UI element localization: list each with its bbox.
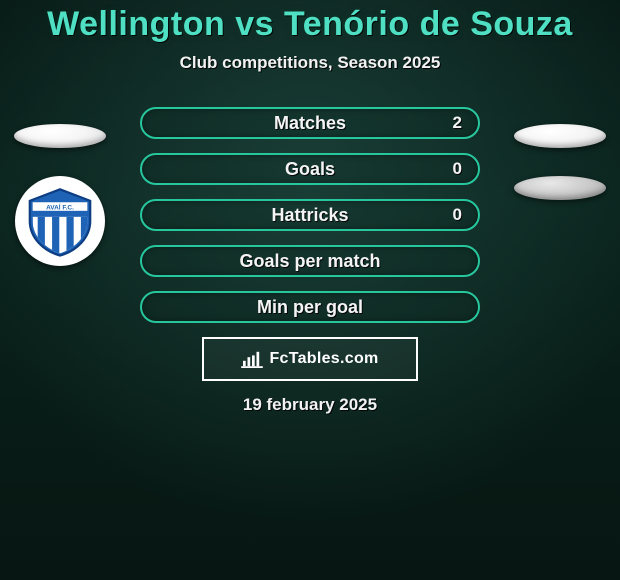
- stat-label: Min per goal: [208, 297, 412, 318]
- stat-label: Goals per match: [208, 251, 412, 272]
- stat-row: Hattricks 0: [140, 199, 480, 231]
- stat-row: Min per goal: [140, 291, 480, 323]
- watermark-logo: FcTables.com: [202, 337, 418, 381]
- watermark-text: FcTables.com: [269, 350, 378, 368]
- stat-label: Matches: [208, 113, 412, 134]
- stat-label: Goals: [208, 159, 412, 180]
- stats-table: Matches 2 Goals 0 Hattricks 0 Goals per …: [0, 107, 620, 323]
- page-title: Wellington vs Tenório de Souza: [0, 6, 620, 43]
- stat-right-value: 2: [412, 113, 462, 133]
- stat-right-value: 0: [412, 159, 462, 179]
- stat-right-value: 0: [412, 205, 462, 225]
- stat-label: Hattricks: [208, 205, 412, 226]
- date-label: 19 february 2025: [0, 395, 620, 415]
- stat-row: Goals per match: [140, 245, 480, 277]
- bar-chart-icon: [241, 350, 263, 368]
- stat-row: Matches 2: [140, 107, 480, 139]
- content: Wellington vs Tenório de Souza Club comp…: [0, 0, 620, 415]
- stat-row: Goals 0: [140, 153, 480, 185]
- subtitle: Club competitions, Season 2025: [0, 53, 620, 73]
